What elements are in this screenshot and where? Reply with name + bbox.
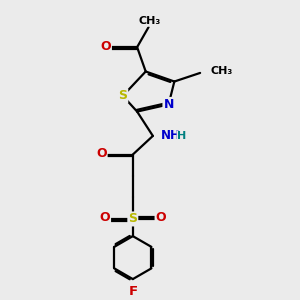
Text: H: H xyxy=(177,131,187,141)
Text: O: O xyxy=(100,40,111,53)
Text: S: S xyxy=(118,89,127,102)
Text: S: S xyxy=(128,212,137,226)
Text: O: O xyxy=(156,211,166,224)
Text: F: F xyxy=(128,285,137,298)
Text: O: O xyxy=(96,148,106,160)
Text: NH: NH xyxy=(161,129,181,142)
Text: CH₃: CH₃ xyxy=(211,67,233,76)
Text: O: O xyxy=(99,211,110,224)
Text: CH₃: CH₃ xyxy=(138,16,160,26)
Text: N: N xyxy=(164,98,174,111)
